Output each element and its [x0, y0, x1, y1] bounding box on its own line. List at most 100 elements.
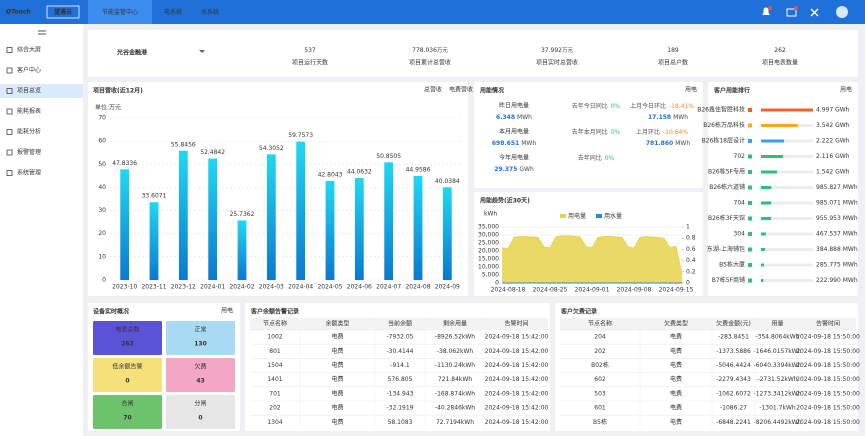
- table-cell: 2024-09-18 15:42:00: [485, 376, 549, 383]
- y-axis-label: kWh: [484, 211, 497, 218]
- panel-tag[interactable]: 用电: [685, 86, 697, 94]
- rank-value-label: 467.537 MWh: [816, 231, 858, 238]
- toggle[interactable]: 电费营收: [449, 86, 473, 94]
- value-label: 44.0632: [347, 169, 372, 176]
- tile-value: 130: [194, 341, 207, 348]
- stat-label: 项目总户数: [658, 59, 688, 67]
- menu-item[interactable]: 项目总览: [17, 87, 41, 95]
- table-header-bg: [560, 318, 856, 330]
- table-cell: 202: [594, 348, 606, 355]
- y-tick-label: 35,000: [478, 224, 499, 231]
- table-cell: 2024-09-18 15:50:00: [796, 348, 860, 355]
- rank-track: [761, 155, 813, 158]
- stat-tile: [166, 321, 235, 355]
- menu-item[interactable]: 能耗分析: [17, 128, 41, 136]
- table-cell: 电费: [670, 404, 682, 412]
- nav-tab[interactable]: 节能监管中心: [102, 8, 138, 16]
- table-header: 当前余额: [388, 320, 412, 328]
- table-cell: -914.1: [390, 362, 410, 369]
- table-cell: -8926.52kWh: [435, 334, 475, 341]
- bar: [354, 178, 364, 280]
- table-cell: 电费: [670, 389, 682, 397]
- menu-icon: [6, 170, 13, 176]
- mail-icon[interactable]: [786, 8, 797, 17]
- fullscreen-icon[interactable]: [810, 8, 819, 17]
- active-menu-bg: [0, 84, 83, 98]
- bar: [266, 154, 276, 280]
- rank-value-label: 285.775 MWh: [816, 262, 858, 269]
- table-cell: 2024-09-18 15:42:00: [485, 348, 549, 355]
- x-tick-label: 2024-01: [200, 284, 225, 291]
- legend-swatch: [560, 214, 566, 218]
- y-tick-label: 50: [98, 161, 106, 168]
- menu-item[interactable]: 报警管理: [17, 148, 41, 156]
- value-label: 55.8456: [171, 141, 196, 148]
- menu-icon: [6, 67, 13, 74]
- usage-number: 29.375: [494, 166, 517, 173]
- table-header: 节点名称: [263, 320, 287, 328]
- usage-label: 去年同比: [578, 154, 602, 162]
- logo-cn: 望遇云: [54, 8, 72, 16]
- panel-tag[interactable]: 用电: [840, 86, 852, 94]
- table-cell: 电费: [331, 404, 343, 412]
- table-cell: -2731.52kWh: [757, 376, 797, 383]
- rank-bar: [761, 139, 785, 143]
- stat-value: 537: [304, 47, 316, 54]
- y-tick-label: 10: [98, 253, 106, 260]
- avatar[interactable]: [836, 6, 848, 18]
- x-tick-label: 2023-10: [112, 284, 137, 291]
- usage-number: 6.348: [496, 114, 515, 121]
- table-header: 告警时间: [816, 320, 840, 328]
- stat-tile: [166, 358, 235, 392]
- panel: [88, 30, 858, 77]
- active-tab-bg: [88, 0, 152, 24]
- table-header: 用量: [771, 321, 783, 328]
- table-cell: 602: [594, 376, 606, 383]
- stat-number: 537: [304, 47, 316, 54]
- table-cell: 2024-09-18 15:50:00: [796, 419, 860, 426]
- stat-unit: 万元: [437, 47, 449, 54]
- table-cell: -1273.3412kWh: [754, 390, 802, 397]
- x-tick-label: 2023-12: [171, 284, 196, 291]
- nav-tab[interactable]: 水系统: [201, 8, 219, 16]
- toggle[interactable]: 总营收: [424, 86, 442, 94]
- usage-compare: 去年同比 0%: [578, 154, 615, 162]
- rank-value-label: 955.953 MWh: [816, 215, 858, 222]
- stat-tile: [93, 358, 162, 392]
- rank-track: [761, 170, 813, 174]
- menu-icon: [6, 47, 13, 53]
- y-tick-label: 40: [98, 184, 106, 191]
- rank-name: B26鑫佳智胜科技: [697, 106, 745, 114]
- table-header: 告警时间: [504, 320, 528, 328]
- y-tick-label: 5,000: [482, 272, 499, 279]
- rank-marker: [748, 139, 752, 143]
- menu-item[interactable]: 客户中心: [17, 66, 41, 74]
- y-tick-label: 25,000: [478, 240, 499, 247]
- rank-marker: [748, 216, 752, 221]
- stat-value: 262: [774, 47, 786, 54]
- usage-number: 698.651: [492, 140, 519, 147]
- tile-label: 正常: [194, 326, 206, 334]
- table-cell: 2024-09-18 15:50:00: [796, 405, 860, 412]
- table-cell: -8206.4492kWh: [754, 419, 802, 426]
- rank-value-label: 384.888 MWh: [816, 246, 858, 253]
- menu-item[interactable]: 能耗报表: [17, 107, 41, 115]
- table-cell: 电费: [331, 375, 343, 383]
- y-axis-label: 单位:万元: [95, 104, 121, 112]
- menu-item[interactable]: 综合大屏: [17, 46, 41, 54]
- bell-icon[interactable]: [762, 7, 770, 16]
- menu-item[interactable]: 系统管理: [17, 169, 41, 177]
- nav-tab[interactable]: 电系统: [164, 8, 182, 16]
- y-tick-label: 30,000: [478, 232, 499, 239]
- panel-tag[interactable]: 用电: [221, 307, 233, 315]
- tile-label: 分闸: [194, 400, 206, 408]
- rank-track: [761, 201, 813, 205]
- usage-percent: 0%: [611, 103, 621, 110]
- collapse-icon[interactable]: [38, 30, 46, 35]
- table-cell: 1002: [267, 334, 282, 341]
- x-tick-label: 2024-08-18: [491, 287, 526, 294]
- rank-marker: [748, 263, 752, 267]
- project-name[interactable]: 光谷金融港: [116, 49, 148, 57]
- x-tick-label: 2024-06: [347, 284, 372, 291]
